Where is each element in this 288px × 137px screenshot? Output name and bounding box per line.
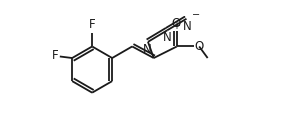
Text: N: N (143, 43, 151, 56)
Text: F: F (52, 49, 58, 62)
Text: +: + (172, 22, 180, 32)
Text: F: F (89, 18, 96, 31)
Text: O: O (195, 40, 204, 53)
Text: N: N (183, 19, 192, 32)
Text: N: N (163, 31, 172, 44)
Text: O: O (171, 17, 180, 30)
Text: −: − (192, 10, 200, 20)
